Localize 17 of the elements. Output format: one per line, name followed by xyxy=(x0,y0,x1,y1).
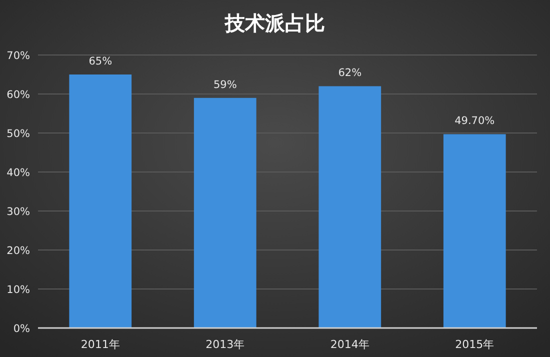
value-label: 62% xyxy=(338,67,362,80)
ytick: 70% xyxy=(6,50,30,62)
ytick: 30% xyxy=(6,206,30,218)
xtick: 2011年 xyxy=(80,338,120,351)
value-label: 59% xyxy=(213,78,237,91)
ytick: 50% xyxy=(6,128,30,140)
title: 技术派占比 xyxy=(225,11,325,35)
xtick: 2013年 xyxy=(206,338,245,351)
xtick: 2015年 xyxy=(455,338,494,351)
ytick: 40% xyxy=(6,167,30,179)
value-label: 65% xyxy=(88,56,112,68)
ytick: 20% xyxy=(6,245,30,257)
value-label: 49.70% xyxy=(454,115,495,128)
xtick: 2014年 xyxy=(330,338,370,351)
ytick: 10% xyxy=(6,284,30,296)
ytick: 0% xyxy=(13,323,30,335)
ytick: 60% xyxy=(6,89,30,101)
